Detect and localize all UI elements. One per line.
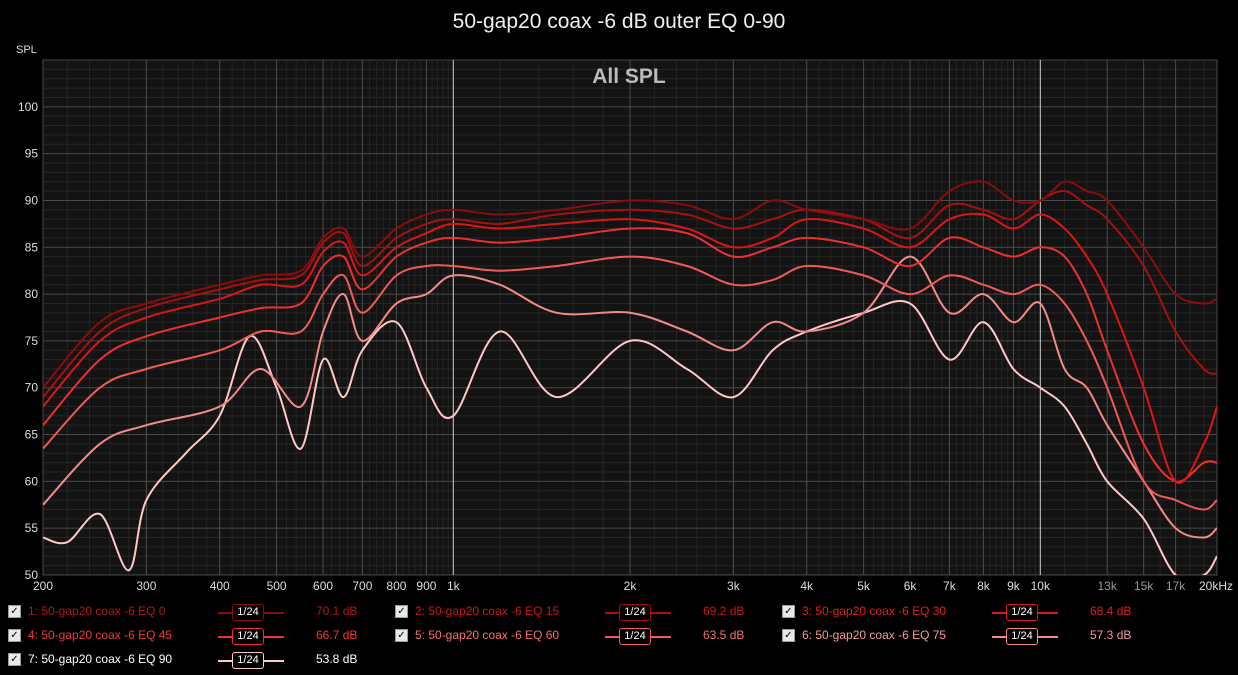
legend-value: 70.1 dB	[316, 604, 358, 618]
legend-checkbox[interactable]: ✓	[8, 629, 21, 642]
x-tick-label: 15k	[1134, 579, 1154, 593]
x-tick-label: 300	[136, 579, 156, 593]
smoothing-button[interactable]: 1/24	[218, 651, 284, 669]
x-tick-label: 400	[210, 579, 230, 593]
smoothing-button[interactable]: 1/24	[605, 603, 671, 621]
y-axis-ticks: 50 55 60 65 70 75 80 85 90 95 100	[18, 100, 38, 582]
legend-item[interactable]: ✓ 1: 50-gap20 coax -6 EQ 0 1/24 70.1 dB	[8, 603, 388, 621]
x-tick-label: 9k	[1007, 579, 1021, 593]
y-tick-label: 90	[25, 193, 39, 207]
x-tick-label: 700	[352, 579, 372, 593]
y-tick-label: 85	[25, 240, 39, 254]
series-line-1	[43, 180, 1217, 389]
y-tick-label: 70	[25, 381, 39, 395]
smoothing-label: 1/24	[619, 628, 651, 645]
legend-item[interactable]: ✓ 7: 50-gap20 coax -6 EQ 90 1/24 53.8 dB	[8, 651, 388, 669]
legend-value: 68.4 dB	[1090, 604, 1132, 618]
series-line-7	[43, 300, 1217, 575]
x-tick-label: 500	[267, 579, 287, 593]
smoothing-label: 1/24	[1006, 628, 1038, 645]
legend-series-name: 7: 50-gap20 coax -6 EQ 90	[28, 652, 173, 666]
x-tick-label: 5k	[857, 579, 871, 593]
y-tick-label: 65	[25, 428, 39, 442]
legend-value: 53.8 dB	[316, 652, 358, 666]
x-tick-label: 13k	[1098, 579, 1118, 593]
x-tick-label: 200	[33, 579, 53, 593]
x-tick-label: 3k	[727, 579, 741, 593]
legend-checkbox[interactable]: ✓	[8, 605, 21, 618]
series-line-5	[43, 255, 1217, 511]
chart-title: 50-gap20 coax -6 dB outer EQ 0-90	[452, 10, 786, 33]
legend-value: 69.2 dB	[703, 604, 745, 618]
legend-item[interactable]: ✓ 6: 50-gap20 coax -6 EQ 75 1/24 57.3 dB	[782, 627, 1162, 645]
legend-series-name: 6: 50-gap20 coax -6 EQ 75	[802, 628, 947, 642]
y-tick-label: 75	[25, 334, 39, 348]
x-tick-label: 17k	[1166, 579, 1186, 593]
smoothing-label: 1/24	[232, 628, 264, 645]
smoothing-label: 1/24	[232, 652, 264, 669]
smoothing-button[interactable]: 1/24	[992, 627, 1058, 645]
x-tick-label: 900	[416, 579, 436, 593]
spl-chart[interactable]: 200 300 400 500 600 700 800 900 1k 2k 3k 4k 5k 6k 7k 8k…	[0, 0, 1238, 600]
y-tick-label: 50	[25, 568, 39, 582]
x-tick-label: 1k	[447, 579, 461, 593]
y-tick-label: 80	[25, 287, 39, 301]
legend-series-name: 4: 50-gap20 coax -6 EQ 45	[28, 628, 173, 642]
x-tick-label: 800	[386, 579, 406, 593]
x-tick-label: 8k	[977, 579, 991, 593]
series-line-6	[43, 255, 1217, 539]
x-tick-label: 2k	[624, 579, 638, 593]
x-axis-ticks: 200 300 400 500 600 700 800 900 1k 2k 3k 4k 5k 6k 7k 8k…	[33, 579, 1233, 593]
legend-checkbox[interactable]: ✓	[395, 629, 408, 642]
smoothing-label: 1/24	[619, 604, 651, 621]
smoothing-button[interactable]: 1/24	[218, 627, 284, 645]
smoothing-label: 1/24	[232, 604, 264, 621]
legend-item[interactable]: ✓ 4: 50-gap20 coax -6 EQ 45 1/24 66.7 dB	[8, 627, 388, 645]
legend-checkbox[interactable]: ✓	[782, 605, 795, 618]
legend-series-name: 2: 50-gap20 coax -6 EQ 15	[415, 604, 560, 618]
y-axis-label: SPL	[16, 44, 37, 56]
x-tick-label: 7k	[943, 579, 957, 593]
smoothing-button[interactable]: 1/24	[605, 627, 671, 645]
y-tick-label: 60	[25, 474, 39, 488]
legend-item[interactable]: ✓ 3: 50-gap20 coax -6 EQ 30 1/24 68.4 dB	[782, 603, 1162, 621]
legend-value: 57.3 dB	[1090, 628, 1132, 642]
series-line-3	[43, 212, 1217, 484]
series-group	[43, 180, 1217, 575]
legend-series-name: 3: 50-gap20 coax -6 EQ 30	[802, 604, 947, 618]
legend-item[interactable]: ✓ 2: 50-gap20 coax -6 EQ 15 1/24 69.2 dB	[395, 603, 775, 621]
y-tick-label: 100	[18, 100, 38, 114]
legend-checkbox[interactable]: ✓	[8, 653, 21, 666]
series-line-4	[43, 227, 1217, 483]
legend-series-name: 5: 50-gap20 coax -6 EQ 60	[415, 628, 560, 642]
smoothing-button[interactable]: 1/24	[992, 603, 1058, 621]
x-tick-label: 4k	[800, 579, 814, 593]
series-line-2	[43, 190, 1217, 398]
x-tick-label: 20kHz	[1199, 579, 1233, 593]
chart-subtitle: All SPL	[592, 65, 666, 88]
legend-checkbox[interactable]: ✓	[782, 629, 795, 642]
smoothing-label: 1/24	[1006, 604, 1038, 621]
legend-value: 63.5 dB	[703, 628, 745, 642]
y-tick-label: 95	[25, 147, 39, 161]
legend-series-name: 1: 50-gap20 coax -6 EQ 0	[28, 604, 166, 618]
x-tick-label: 600	[313, 579, 333, 593]
legend-value: 66.7 dB	[316, 628, 358, 642]
legend-checkbox[interactable]: ✓	[395, 605, 408, 618]
y-tick-label: 55	[25, 521, 39, 535]
x-tick-label: 6k	[904, 579, 918, 593]
smoothing-button[interactable]: 1/24	[218, 603, 284, 621]
legend-item[interactable]: ✓ 5: 50-gap20 coax -6 EQ 60 1/24 63.5 dB	[395, 627, 775, 645]
x-tick-label: 10k	[1031, 579, 1051, 593]
